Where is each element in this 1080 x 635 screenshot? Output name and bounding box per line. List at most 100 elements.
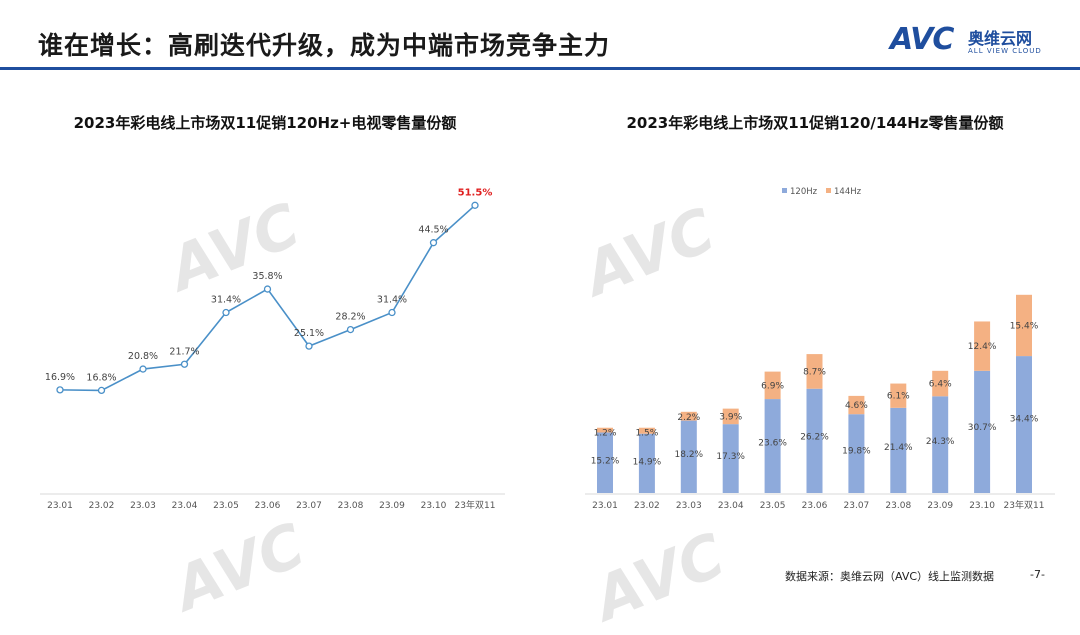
x-tick-label: 23.10 — [969, 501, 995, 511]
bar-label-144hz: 1.5% — [635, 429, 658, 439]
bar-label-144hz: 2.2% — [677, 413, 700, 423]
x-tick-label: 23.10 — [421, 501, 447, 511]
bar-label-144hz: 3.9% — [719, 412, 742, 422]
x-tick-label: 23.03 — [130, 501, 156, 511]
bar-120hz — [974, 370, 991, 493]
x-tick-label: 23.06 — [802, 501, 828, 511]
bar-120hz — [1016, 356, 1032, 493]
bar-label-144hz: 6.4% — [929, 380, 952, 390]
bar-label-120hz: 21.4% — [884, 443, 913, 453]
bar-label-120hz: 14.9% — [633, 457, 662, 467]
chart-2-title: 2023年彩电线上市场双11促销120/144Hz零售量份额 — [626, 114, 1004, 132]
data-label: 21.7% — [169, 346, 199, 357]
bar-label-144hz: 6.1% — [887, 392, 910, 402]
bar-144hz — [638, 427, 655, 434]
data-label: 31.4% — [377, 295, 407, 306]
data-point — [97, 386, 106, 395]
series-line — [59, 204, 476, 392]
bar-label-120hz: 19.8% — [842, 447, 871, 457]
x-tick-label: 23.09 — [379, 501, 405, 511]
legend-label-144hz: 144Hz — [834, 187, 862, 197]
data-point — [263, 285, 272, 293]
bar-label-120hz: 15.2% — [591, 457, 620, 467]
x-tick-label: 23.04 — [718, 501, 744, 511]
bar-144hz — [764, 371, 781, 400]
x-tick-label: 23.07 — [844, 501, 870, 511]
bar-144hz — [848, 395, 865, 415]
source-note: 数据来源：奥维云网（AVC）线上监测数据 — [785, 570, 995, 583]
x-tick-label: 23.04 — [172, 501, 198, 511]
bar-label-144hz: 6.9% — [761, 381, 784, 391]
bar-120hz — [638, 433, 655, 493]
data-point — [222, 308, 230, 317]
bar-144hz — [680, 411, 697, 421]
x-tick-label: 23.05 — [213, 501, 239, 511]
logo-cn-text: 奥维云网 — [968, 29, 1033, 48]
logo-sub-text: ALL VIEW CLOUD — [968, 47, 1042, 55]
bar-label-120hz: 34.4% — [1010, 415, 1039, 425]
avc-logo: AVC 奥维云网 ALL VIEW CLOUD — [890, 22, 1060, 62]
data-label: 16.8% — [86, 372, 116, 383]
x-tick-label: 23.03 — [676, 501, 702, 511]
bar-120hz — [890, 407, 907, 493]
legend-swatch-120hz — [782, 188, 787, 193]
bar-144hz — [722, 408, 739, 425]
bar-144hz — [932, 370, 949, 397]
bar-144hz — [1016, 294, 1032, 357]
bar-label-144hz: 1.2% — [594, 429, 617, 439]
x-tick-label: 23.01 — [592, 501, 618, 511]
data-label: 44.5% — [418, 225, 448, 236]
data-point — [305, 342, 313, 350]
bar-120hz — [806, 388, 823, 493]
x-tick-label: 23.08 — [885, 501, 911, 511]
page-number: -7- — [1030, 568, 1045, 581]
bar-120hz — [848, 414, 865, 493]
x-tick-label: 23年双11 — [1004, 499, 1045, 511]
bar-144hz — [597, 427, 613, 433]
x-tick-label: 23.09 — [927, 501, 953, 511]
logo-avc-text: AVC — [890, 22, 954, 57]
data-point — [388, 308, 396, 317]
bar-144hz — [890, 383, 907, 408]
legend-swatch-144hz — [826, 188, 831, 193]
x-tick-label: 23.06 — [255, 501, 281, 511]
data-point — [56, 386, 64, 394]
bar-120hz — [597, 432, 613, 493]
bar-144hz — [974, 321, 991, 371]
bar-120hz — [722, 424, 739, 493]
bar-label-120hz: 18.2% — [675, 450, 704, 460]
data-label: 25.1% — [294, 328, 324, 339]
bar-144hz — [806, 354, 823, 389]
data-label: 20.8% — [128, 351, 158, 362]
data-label: 31.4% — [211, 295, 241, 306]
data-point — [429, 239, 438, 247]
bar-label-144hz: 8.7% — [803, 367, 826, 377]
charts-canvas: 16.9% 16.8% 20.8% 21.7% 31.4% 35.8% 25.1% 28.2%… — [40, 187, 1055, 511]
data-label: 16.9% — [45, 372, 75, 383]
bar-120hz — [764, 399, 781, 493]
data-label: 35.8% — [252, 271, 282, 282]
x-tick-label: 23.02 — [634, 501, 660, 511]
chart-1-title: 2023年彩电线上市场双11促销120Hz+电视零售量份额 — [73, 114, 457, 132]
x-tick-label: 23.01 — [47, 501, 73, 511]
x-tick-label: 23.02 — [89, 501, 115, 511]
page-title: 谁在增长：高刷迭代升级，成为中端市场竞争主力 — [38, 31, 611, 60]
bar-label-144hz: 4.6% — [845, 401, 868, 411]
bar-label-120hz: 17.3% — [716, 452, 745, 462]
x-tick-label: 23.07 — [296, 501, 322, 511]
x-tick-label: 23.05 — [760, 501, 786, 511]
data-point — [346, 325, 355, 334]
bar-label-120hz: 26.2% — [800, 433, 829, 443]
data-point — [471, 201, 479, 209]
data-label: 28.2% — [335, 312, 365, 323]
header-divider — [0, 67, 1080, 70]
bar-120hz — [932, 396, 949, 493]
data-point — [139, 365, 147, 373]
bar-120hz — [680, 420, 697, 493]
x-tick-label: 23年双11 — [455, 499, 496, 511]
bar-label-120hz: 23.6% — [758, 438, 787, 448]
legend-label-120hz: 120Hz — [790, 187, 818, 197]
bar-label-120hz: 24.3% — [926, 437, 955, 447]
data-point — [180, 360, 189, 368]
bar-label-144hz: 15.4% — [1010, 321, 1039, 331]
